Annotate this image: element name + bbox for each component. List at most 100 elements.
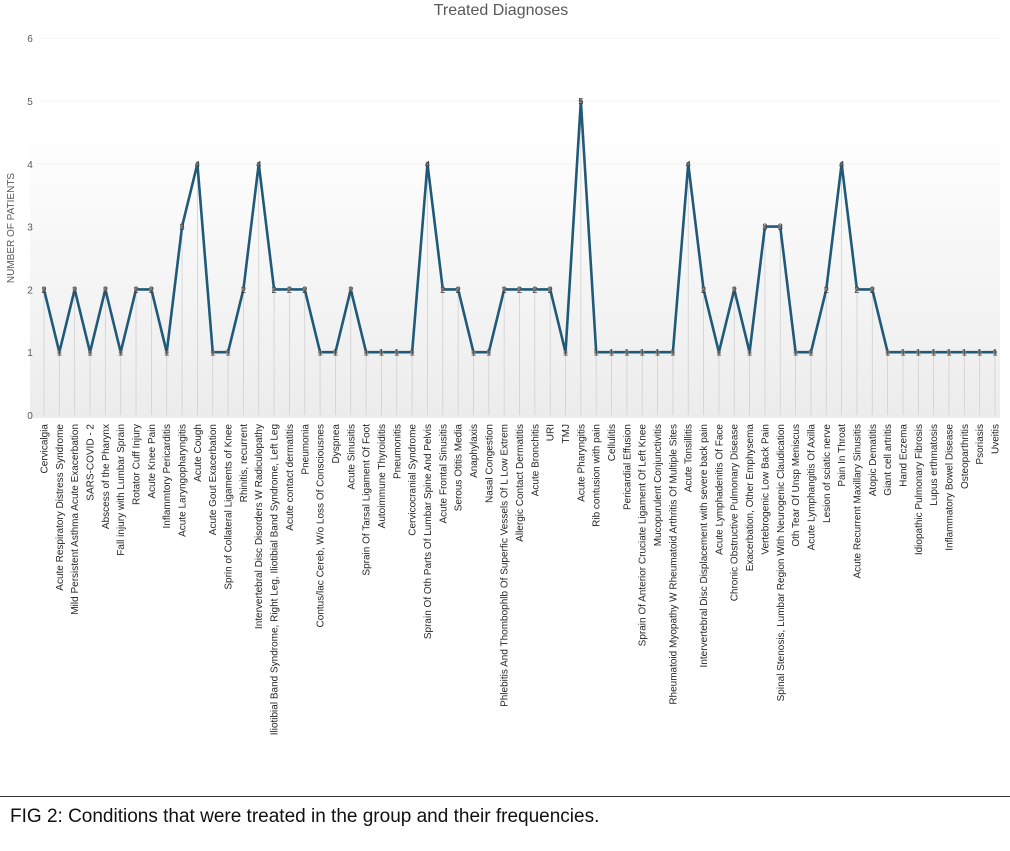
x-tick-label: Atopic Dematitis [868, 424, 879, 496]
plot-background [30, 122, 1000, 418]
data-point [962, 350, 967, 355]
x-tick-label: Acute Recurrent Maxillary Sinusitis [852, 424, 863, 579]
y-axis-tick-labels: 0 1 2 3 4 5 6 [27, 34, 33, 422]
data-label: 2 [149, 285, 154, 296]
data-label: 2 [824, 285, 829, 296]
data-point [486, 350, 491, 355]
data-label: 1 [808, 348, 813, 359]
x-tick-label: Acute Lymphangitis Of Axilla [806, 424, 817, 551]
data-label: 1 [394, 348, 399, 359]
x-tick-label: Acute Sinusitis [346, 424, 357, 490]
data-point [824, 287, 829, 292]
x-tick-label: Abscess of the Pharynx [101, 424, 112, 529]
data-point [778, 224, 783, 229]
data-point [808, 350, 813, 355]
data-label: 2 [870, 285, 875, 296]
x-tick-label: Lupus erthmatosis [929, 424, 940, 506]
y-tick-label: 1 [27, 348, 33, 359]
data-label: 2 [440, 285, 445, 296]
x-tick-label: Contus/lac Cereb, W/o Loss Of Consciousn… [316, 424, 327, 627]
x-tick-label: Acute Frontal Sinusitis [438, 424, 449, 524]
data-point [318, 350, 323, 355]
data-label: 2 [854, 285, 859, 296]
data-label: 1 [962, 348, 967, 359]
data-label: 1 [716, 348, 721, 359]
x-tick-label: Cervicalgia [40, 424, 51, 474]
x-tick-label: Idiopathic Pulmonary Fibrosis [914, 424, 925, 555]
data-label: 2 [287, 285, 292, 296]
data-label: 1 [409, 348, 414, 359]
data-label: 1 [992, 348, 997, 359]
data-point [241, 287, 246, 292]
x-tick-label: Acute Pharyngitis [576, 424, 587, 502]
data-label: 2 [502, 285, 507, 296]
data-point [762, 224, 767, 229]
x-tick-label: Dyspnea [331, 424, 342, 464]
data-point [548, 287, 553, 292]
x-tick-label: Rheumatoid Myopathy W Rheumatoid Arthrit… [668, 424, 679, 705]
x-tick-label: Vertebrogenic Low Back Pain [760, 424, 771, 555]
data-point [502, 287, 507, 292]
data-label: 2 [455, 285, 460, 296]
x-tick-label: Allergic Contact Dermatitis [515, 424, 526, 542]
y-tick-label: 3 [27, 223, 33, 234]
data-point [72, 287, 77, 292]
data-point [348, 287, 353, 292]
x-tick-label: Oth Tear Of Unsp Meniscus [791, 424, 802, 547]
data-label: 2 [72, 285, 77, 296]
data-point [563, 350, 568, 355]
data-label: 1 [655, 348, 660, 359]
data-point [655, 350, 660, 355]
x-tick-label: Cervicocranial Syndrome [408, 424, 419, 536]
x-tick-label: Acute Respiratory Distress Syndrome [55, 424, 66, 591]
data-point [57, 350, 62, 355]
data-label: 1 [471, 348, 476, 359]
x-tick-label: Rhinitis, recurrent [239, 424, 250, 503]
data-point [256, 161, 261, 166]
data-label: 1 [164, 348, 169, 359]
data-point [839, 161, 844, 166]
data-label: 2 [271, 285, 276, 296]
data-label: 1 [670, 348, 675, 359]
x-tick-label: Pneumonitis [392, 424, 403, 479]
data-point [732, 287, 737, 292]
data-point [793, 350, 798, 355]
data-label: 3 [762, 222, 767, 233]
caption-divider [0, 796, 1010, 797]
data-label: 2 [241, 285, 246, 296]
y-tick-label: 6 [27, 34, 33, 45]
data-label: 1 [563, 348, 568, 359]
x-tick-label: Iliotibial Band Syndrome, Right Leg, Ili… [270, 424, 281, 735]
data-point [885, 350, 890, 355]
data-point [701, 287, 706, 292]
data-point [686, 161, 691, 166]
data-label: 1 [317, 348, 322, 359]
data-label: 3 [179, 222, 184, 233]
x-tick-label: Uveitis [991, 424, 1002, 454]
y-tick-label: 0 [27, 411, 33, 422]
data-point [854, 287, 859, 292]
data-point [471, 350, 476, 355]
x-tick-label: Acute Knee Pain [147, 424, 158, 499]
x-tick-label: Osteoparthritis [960, 424, 971, 489]
y-tick-label: 5 [27, 97, 33, 108]
data-point [716, 350, 721, 355]
data-label: 1 [640, 348, 645, 359]
data-label: 1 [118, 348, 123, 359]
data-label: 2 [732, 285, 737, 296]
chart-svg: 0 1 2 3 4 5 6 Cervicalgia Acute Respiratory Dis… [6, 2, 1002, 735]
data-point [640, 350, 645, 355]
data-label: 1 [333, 348, 338, 359]
data-label: 2 [133, 285, 138, 296]
data-point [747, 350, 752, 355]
x-tick-label: TMJ [561, 424, 572, 443]
data-label: 1 [793, 348, 798, 359]
data-label: 1 [747, 348, 752, 359]
x-tick-label: Mucopurulent Conjunctivitis [653, 424, 664, 546]
data-point [931, 350, 936, 355]
x-tick-label: Intervertebral Disc Disorders W Radiculo… [254, 424, 265, 629]
x-tick-label: Sprain Of Tarsal Ligament Of Foot [362, 424, 373, 576]
data-point [916, 350, 921, 355]
data-point [425, 161, 430, 166]
